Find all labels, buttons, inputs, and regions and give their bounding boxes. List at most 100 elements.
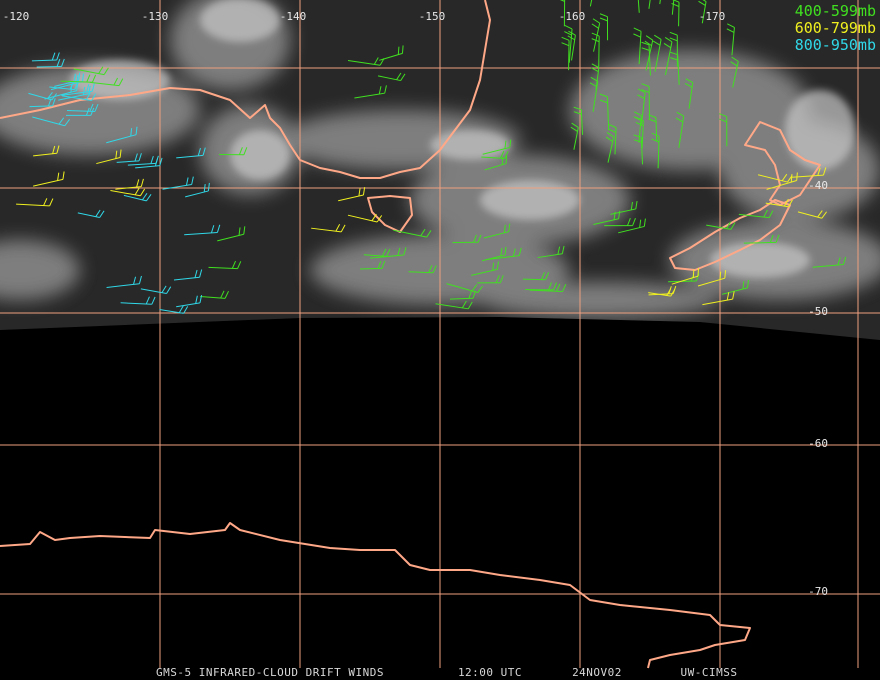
wind-barb (790, 174, 793, 183)
wind-barb (358, 188, 361, 197)
wind-barb (471, 284, 478, 292)
wind-barb (138, 153, 142, 161)
wind-barb (95, 209, 101, 217)
wind-barb (504, 246, 507, 255)
wind-barb (82, 73, 84, 82)
wind-barb (73, 73, 76, 82)
wind-barb (238, 147, 243, 155)
wind-barb (637, 88, 646, 94)
footer-text: UW-CIMSS (681, 666, 738, 679)
new-zealand-south (669, 199, 791, 271)
wind-barb (199, 294, 203, 304)
wind-barb (763, 209, 768, 218)
wind-shaft (360, 267, 383, 270)
wind-barb (591, 63, 600, 69)
wind-barb (495, 275, 500, 283)
wind-barb (191, 176, 194, 185)
wind-barb (769, 234, 774, 243)
wind-barb (373, 57, 379, 65)
wind-barb (194, 269, 198, 278)
wind-barb (49, 198, 54, 207)
wind-barb (154, 158, 159, 167)
wind-barb (220, 290, 225, 299)
wind-barb (403, 247, 407, 256)
wind-barb (599, 17, 608, 22)
wind-barb (731, 56, 739, 62)
wind-barb (648, 118, 657, 123)
wind-barb (669, 31, 678, 36)
wind-barb (118, 78, 124, 86)
wind-barb (630, 201, 633, 210)
wind-barb (500, 247, 503, 257)
wind-barb (461, 300, 467, 309)
wind-barb (591, 38, 600, 43)
wind-barb (670, 289, 676, 297)
wind-barb (561, 36, 570, 41)
wind-barb (671, 3, 680, 7)
wind-barb (608, 123, 617, 129)
wind-barb (56, 58, 61, 67)
wind-barb (382, 248, 387, 257)
wind-barb (426, 230, 432, 238)
wind-barb (138, 275, 142, 284)
wind-barb (783, 198, 789, 207)
wind-barb (837, 257, 841, 266)
wind-barb (676, 111, 684, 117)
wind-barb (573, 106, 582, 111)
wind-barb (547, 282, 552, 291)
wind-barb (675, 117, 684, 123)
wind-barb (432, 265, 437, 273)
wind-barb (746, 279, 749, 288)
wind-barb (573, 111, 582, 115)
wind-barb (643, 218, 646, 227)
wind-barb (768, 210, 774, 218)
wind-shaft (671, 0, 675, 15)
latitude-label: -50 (808, 305, 828, 318)
wind-barb (557, 246, 561, 255)
wind-barb (76, 82, 79, 91)
wind-barb (509, 139, 512, 148)
wind-barb (553, 282, 558, 291)
wind-shaft (589, 0, 593, 7)
wind-barb (473, 234, 477, 243)
wind-barb (136, 179, 140, 188)
wind-barb (504, 140, 507, 149)
wind-barb (817, 167, 821, 176)
wind-barb (685, 78, 693, 84)
wind-barb (94, 103, 99, 112)
wind-barb (635, 200, 638, 210)
wind-barb (627, 217, 631, 226)
wind-barb (202, 147, 206, 156)
wind-barb (378, 86, 382, 95)
wind-barb (590, 76, 598, 82)
wind-barb (70, 84, 73, 93)
wind-barb (666, 288, 672, 296)
wind-barb (401, 45, 404, 54)
wind-barb (561, 245, 565, 254)
wind-barb (702, 0, 707, 2)
wind-barb (663, 43, 672, 49)
wind-barb (477, 285, 483, 293)
wind-barb (91, 83, 95, 92)
wind-barb (86, 84, 90, 93)
wind-barb (47, 98, 52, 107)
wind-barb (726, 292, 730, 301)
wind-barb (377, 260, 382, 269)
wind-barb (386, 248, 391, 257)
longitude-label: -150 (419, 10, 446, 23)
wind-barb (787, 175, 793, 183)
wind-barb (371, 213, 377, 222)
wind-barb (467, 301, 473, 310)
wind-barb (397, 46, 400, 55)
wind-barb (499, 275, 504, 283)
wind-barb (724, 270, 727, 279)
wind-barb (91, 93, 97, 101)
wind-barb (821, 211, 827, 219)
wind-barb (150, 155, 154, 164)
longitude-label: -140 (280, 10, 307, 23)
wind-barb (540, 272, 545, 280)
wind-barb (397, 247, 401, 256)
wind-barb (82, 86, 86, 95)
wind-barb (146, 194, 152, 202)
